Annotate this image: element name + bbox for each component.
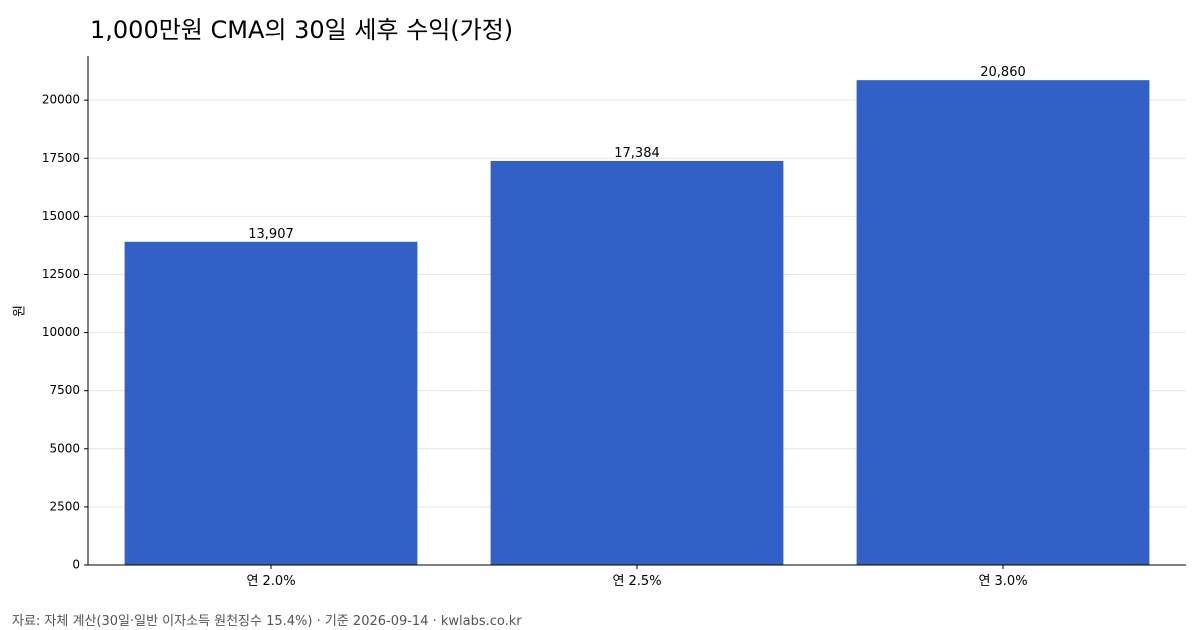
source-note: 자료: 자체 계산(30일·일반 이자소득 원천징수 15.4%) · 기준 2… [12,614,522,629]
y-tick-label: 0 [72,558,80,572]
chart-title: 1,000만원 CMA의 30일 세후 수익(가정) [90,16,514,44]
bar [490,160,784,565]
x-tick-label: 연 3.0% [978,574,1027,589]
y-tick-label: 2500 [49,499,80,513]
bars [124,80,1150,565]
x-tick-label: 연 2.0% [246,574,295,589]
y-tick-label: 7500 [49,383,80,397]
x-tick-label: 연 2.5% [612,574,661,589]
y-tick-label: 12500 [42,267,80,281]
y-axis-label: 원 [13,305,28,317]
bar [124,241,418,565]
y-tick-label: 17500 [42,151,80,165]
data-label: 20,860 [980,65,1026,80]
data-label: 13,907 [248,227,294,242]
axes: 0 2500 5000 7500 10000 12500 15000 17500 20000 연 … [42,56,1186,589]
data-labels: 13,907 17,384 20,860 [248,65,1026,242]
y-tick-label: 20000 [42,93,80,107]
y-tick-label: 15000 [42,209,80,223]
data-label: 17,384 [614,146,660,161]
y-tick-label: 10000 [42,325,80,339]
y-tick-label: 5000 [49,441,80,455]
bar [856,80,1150,565]
